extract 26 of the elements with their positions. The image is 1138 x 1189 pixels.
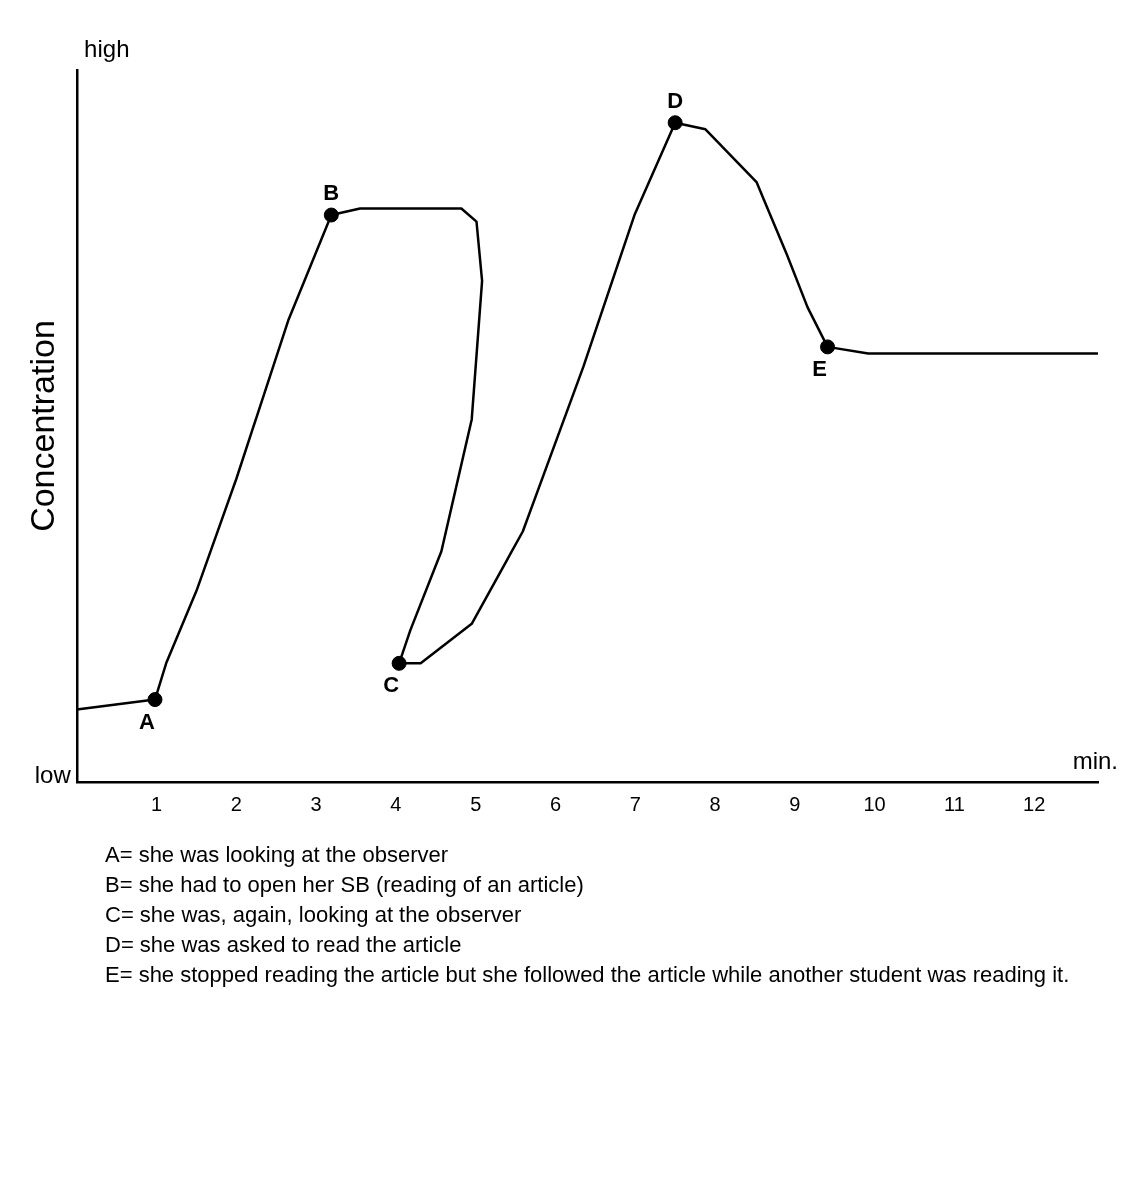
- annotation: D: [667, 87, 684, 113]
- annotation: B: [323, 180, 340, 206]
- x-tick-label: 2: [230, 792, 242, 815]
- x-tick-label: 3: [310, 792, 322, 815]
- text: high: [84, 34, 130, 62]
- x-axis-title: min.: [1072, 746, 1118, 774]
- x-tick-label: 6: [549, 792, 562, 815]
- text: low: [34, 760, 72, 788]
- text: D= she was asked to read the article: [105, 931, 463, 959]
- text: E= she stopped reading the article but she followed the article while another student was reading it.: [105, 961, 1071, 989]
- x-tick-label: 10: [863, 792, 886, 815]
- annotation: E: [812, 355, 827, 381]
- x-tick-label: 7: [629, 792, 641, 815]
- x-tick-label: 5: [470, 792, 482, 815]
- text: B= she had to open her SB (reading of an article): [105, 871, 585, 899]
- x-tick-label: 8: [709, 792, 721, 815]
- x-tick-label: 9: [789, 792, 801, 815]
- text: A= she was looking at the observer: [105, 841, 450, 869]
- x-tick-label: 12: [1023, 792, 1046, 815]
- x-tick-label: 4: [390, 792, 402, 815]
- annotation: A: [139, 708, 156, 734]
- x-tick-label: 1: [151, 792, 163, 815]
- y-axis-title: Concentration: [22, 320, 61, 532]
- annotation: C: [383, 672, 400, 698]
- text: C= she was, again, looking at the observer: [105, 901, 523, 929]
- x-tick-label: 11: [944, 792, 965, 815]
